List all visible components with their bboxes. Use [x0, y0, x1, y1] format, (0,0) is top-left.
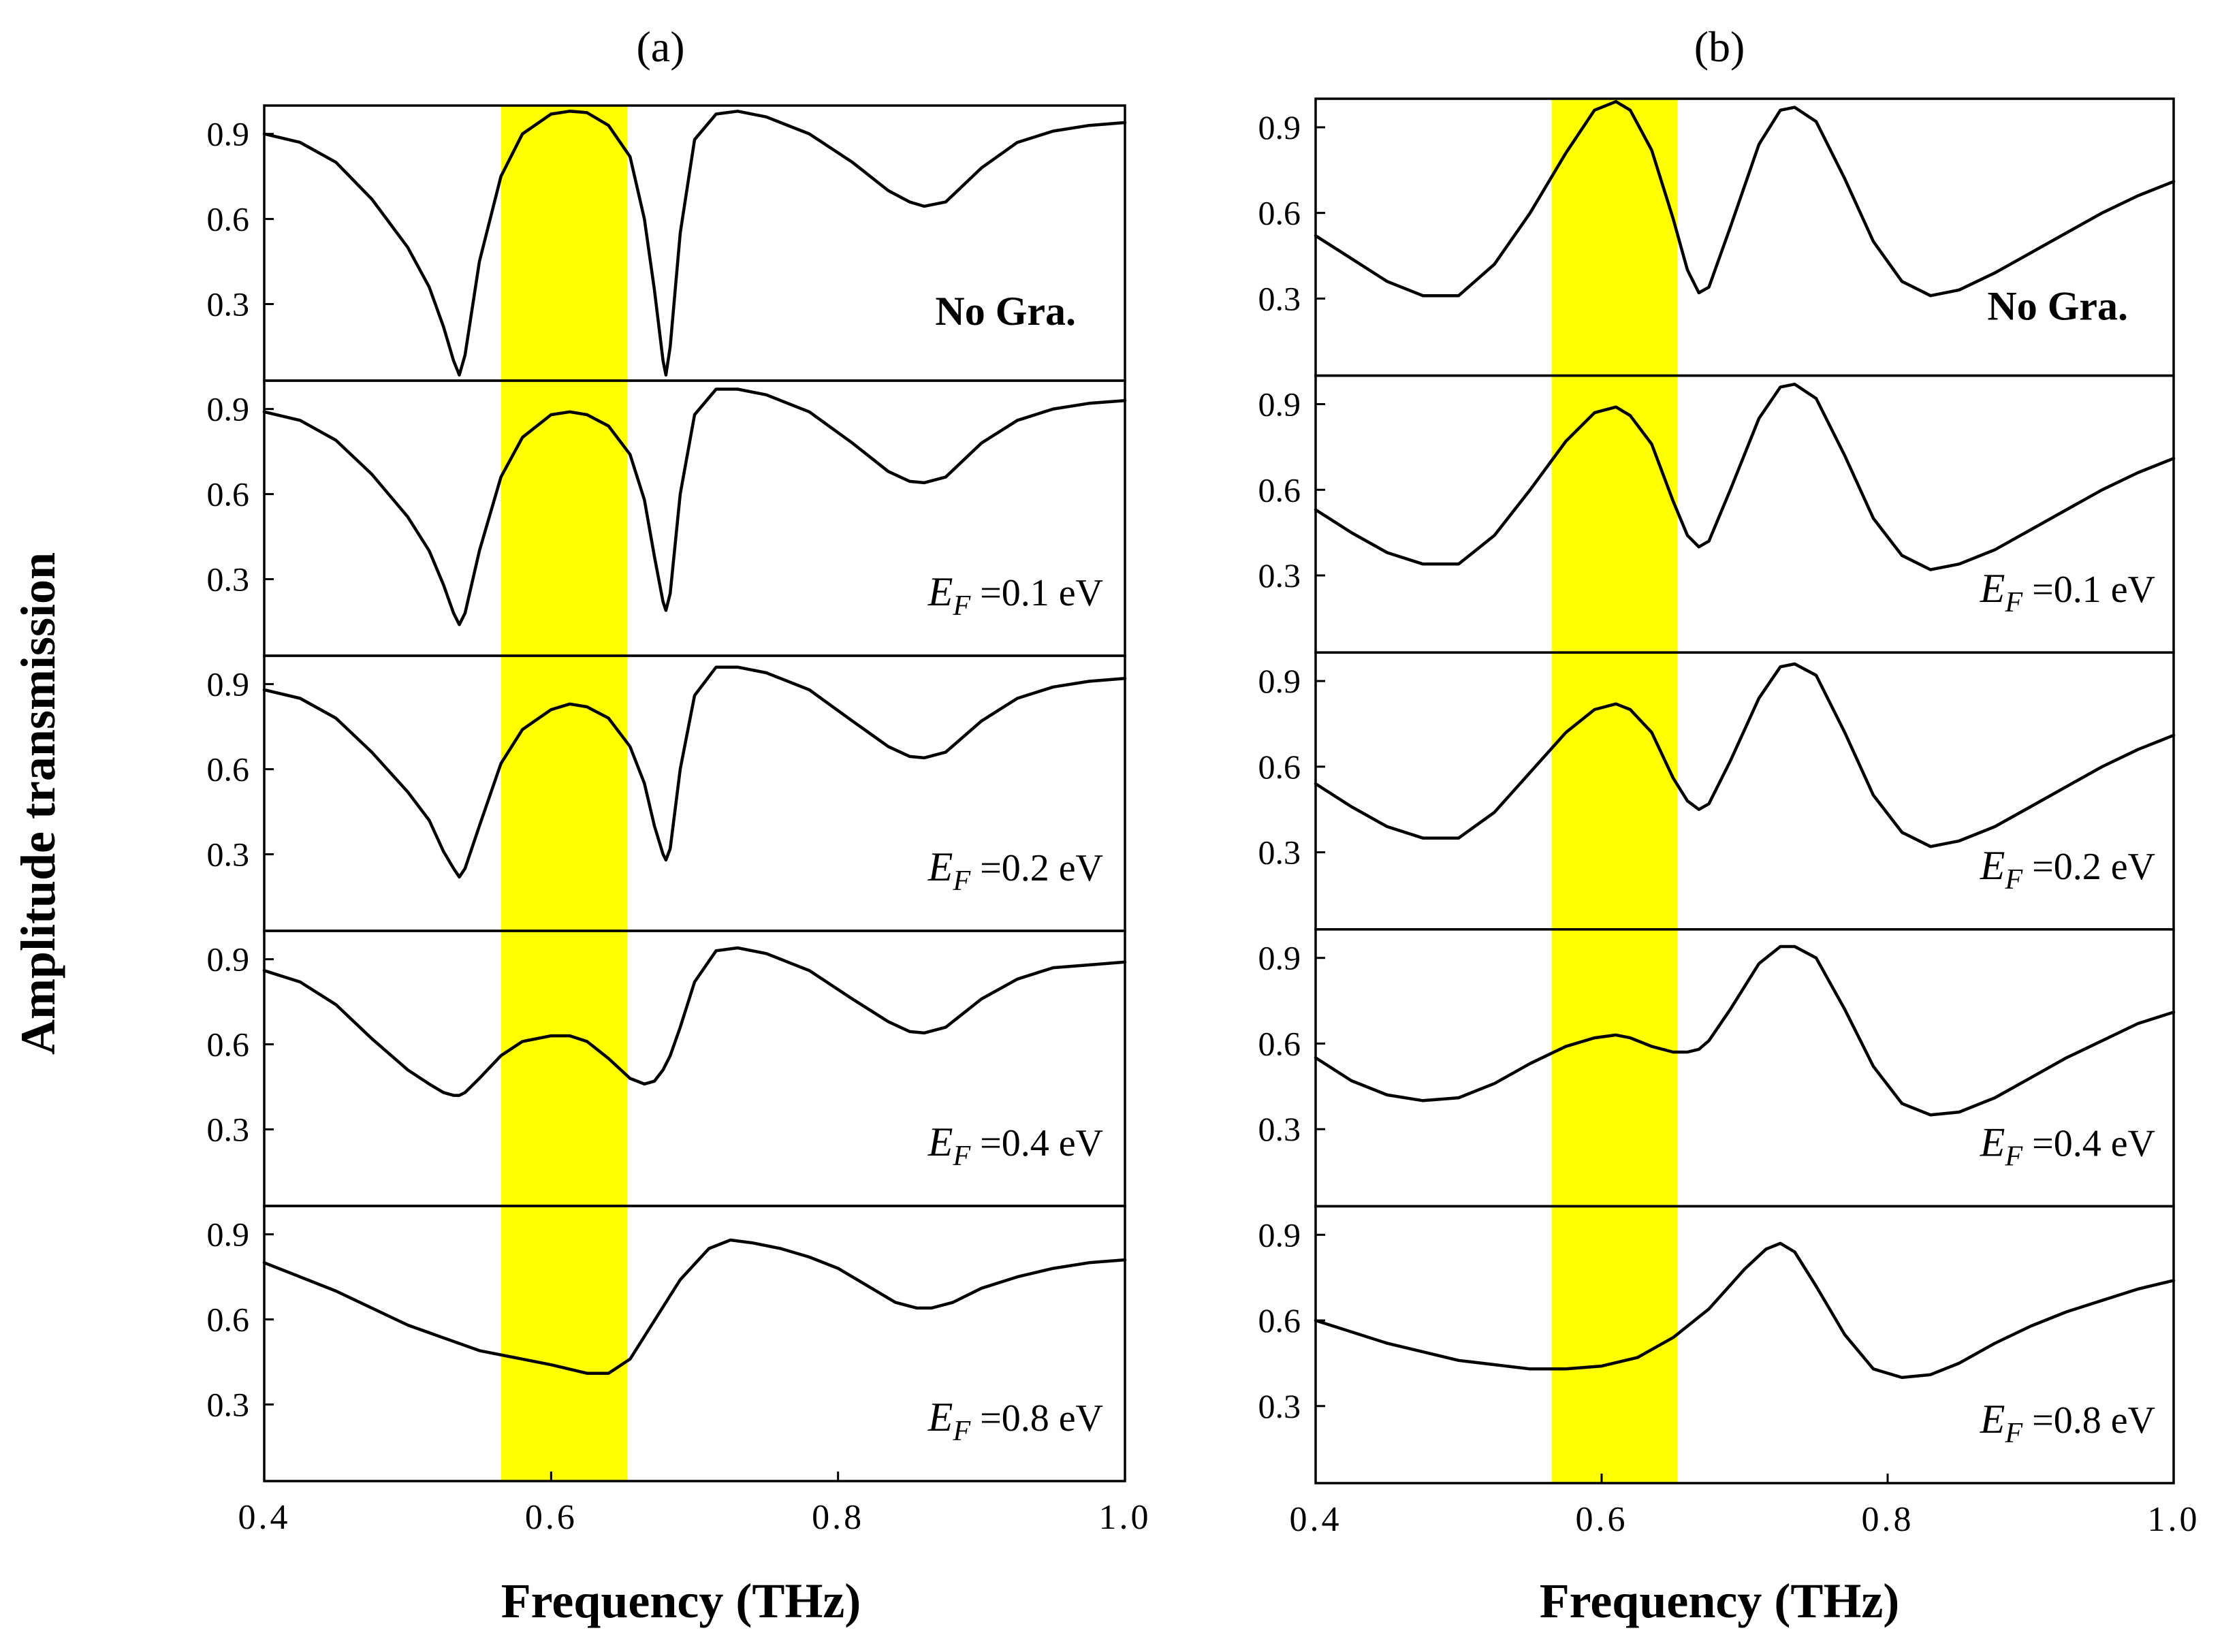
y-tick-label: 0.3 [1258, 1110, 1301, 1148]
subplot-frame [263, 1205, 1126, 1482]
x-tick-label: 1.0 [2148, 1500, 2200, 1539]
y-tick-label: 0.9 [1258, 939, 1301, 977]
y-tick-label: 0.9 [1258, 662, 1301, 700]
x-tick-label: 0.6 [525, 1498, 577, 1537]
x-axis-title-b: Frequency (THz) [1540, 1574, 1900, 1628]
panel-a: (a) 0.3 0.6 0.9 No Gra. 0.3 0.6 0.9 EF =0.1 eV 0.3… [207, 22, 1152, 1628]
annotation-a-3: EF =0.4 eV [927, 1119, 1103, 1172]
subplot-frame [1314, 928, 2175, 1208]
x-tick-label: 0.8 [1862, 1500, 1914, 1539]
y-tick-label: 0.6 [207, 200, 250, 238]
y-tick-label: 0.6 [1258, 1301, 1301, 1339]
y-tick-label: 0.3 [207, 1386, 250, 1424]
y-tick-label: 0.3 [1258, 833, 1301, 872]
series-line-b-4 [1314, 1241, 2176, 1380]
y-tick-label: 0.9 [1258, 1216, 1301, 1254]
x-tick-label: 1.0 [1099, 1498, 1152, 1537]
annotation-a-4: EF =0.8 eV [927, 1395, 1103, 1447]
subplot-frame [1314, 1205, 2175, 1484]
y-tick-label: 0.6 [1258, 471, 1301, 509]
y-tick-label: 0.6 [207, 750, 250, 789]
y-tick-label: 0.6 [207, 1301, 250, 1339]
y-tick-label: 0.9 [207, 115, 250, 153]
y-tick-label: 0.3 [1258, 1387, 1301, 1425]
series-line-a-4 [262, 1238, 1127, 1375]
y-tick-label: 0.9 [1258, 385, 1301, 424]
panel-label-b: (b) [1694, 22, 1745, 71]
subplot-frame [1314, 97, 2175, 377]
y-tick-label: 0.6 [1258, 1024, 1301, 1062]
subplot-frame [1314, 374, 2175, 654]
x-tick-label: 0.8 [812, 1498, 864, 1537]
series-line-b-2 [1314, 662, 2176, 848]
series-line-b-3 [1314, 944, 2176, 1117]
series-line-a-1 [262, 387, 1127, 626]
y-tick-label: 0.3 [1258, 556, 1301, 594]
highlight-band-b [1551, 99, 1678, 1483]
y-tick-label: 0.6 [1258, 194, 1301, 232]
y-tick-label: 0.3 [207, 836, 250, 874]
panel-label-a: (a) [636, 22, 684, 71]
y-tick-label: 0.6 [207, 1026, 250, 1064]
x-axis-title-a: Frequency (THz) [501, 1574, 861, 1628]
annotation-a-2: EF =0.2 eV [927, 844, 1103, 897]
panel-b: (b) 0.3 0.6 0.9 No Gra. 0.3 0.6 0.9 EF =0.1 eV 0.3… [1258, 22, 2200, 1628]
y-tick-label: 0.9 [207, 940, 250, 979]
y-tick-label: 0.3 [207, 560, 250, 599]
y-tick-label: 0.9 [207, 1216, 250, 1254]
y-axis-title: Amplitude transmission [11, 552, 65, 1055]
annotation-b-3: EF =0.4 eV [1980, 1119, 2155, 1172]
y-tick-label: 0.6 [1258, 748, 1301, 786]
series-line-a-2 [262, 665, 1127, 879]
annotation-a-1: EF =0.1 eV [927, 569, 1103, 622]
y-tick-label: 0.9 [207, 665, 250, 703]
highlight-band-a [501, 106, 627, 1481]
y-tick-label: 0.9 [207, 390, 250, 428]
annotation-b-2: EF =0.2 eV [1980, 843, 2155, 895]
annotation-b-4: EF =0.8 eV [1980, 1397, 2155, 1449]
series-line-a-3 [262, 946, 1127, 1097]
x-tick-label: 0.6 [1576, 1500, 1628, 1539]
x-tick-label: 0.4 [1290, 1500, 1342, 1539]
annotation-b-0: No Gra. [1987, 284, 2128, 329]
x-tick-label: 0.4 [238, 1498, 291, 1537]
series-line-b-0 [1314, 99, 2176, 298]
annotation-a-0: No Gra. [935, 289, 1076, 334]
subplot-frame [263, 930, 1126, 1207]
y-tick-label: 0.9 [1258, 108, 1301, 146]
annotation-b-1: EF =0.1 eV [1980, 566, 2155, 618]
y-tick-label: 0.3 [1258, 279, 1301, 317]
y-tick-label: 0.3 [207, 285, 250, 323]
series-line-a-0 [262, 110, 1127, 377]
y-tick-label: 0.3 [207, 1111, 250, 1149]
y-tick-label: 0.6 [207, 475, 250, 513]
series-line-b-1 [1314, 382, 2176, 571]
